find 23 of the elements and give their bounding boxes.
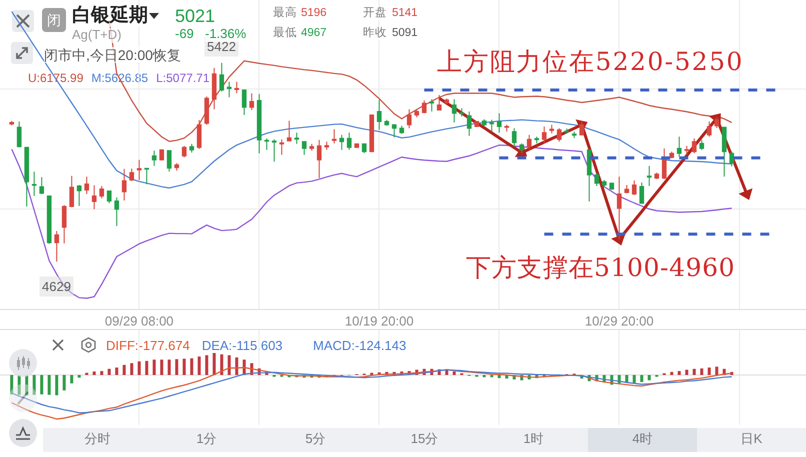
annotation: 5021 [175, 6, 216, 27]
x-tick-label: 10/29 20:00 [584, 314, 654, 329]
annotation: 上方阻力位在5220-5250 [437, 47, 744, 77]
annotation: 开盘 [363, 7, 387, 20]
annotation: 5196 [301, 7, 327, 20]
annotation: -1.36% [205, 26, 246, 42]
annotation: 最高 [273, 7, 297, 20]
annotation: 昨收 [363, 27, 387, 40]
x-tick-label: 09/29 08:00 [104, 314, 174, 329]
text: L:5077.71 [156, 71, 210, 86]
annotation: 5422 [207, 39, 236, 54]
annotation: 下方支撑在5100-4960 [466, 253, 736, 283]
annotation: 4629 [42, 279, 71, 294]
annotation: 闭 [42, 8, 66, 32]
x-tick-label: 10/19 20:00 [344, 314, 414, 329]
annotation: 5091 [392, 27, 418, 40]
annotation: 4967 [301, 27, 327, 40]
chart-title: 白银延期 [72, 5, 148, 27]
text: Ag(T+D) [72, 27, 122, 43]
annotation: -69 [175, 26, 194, 42]
annotation: 闭市中,今日20:00恢复 [44, 47, 181, 64]
annotation: 5141 [392, 7, 418, 20]
annotation: 最低 [273, 27, 297, 40]
